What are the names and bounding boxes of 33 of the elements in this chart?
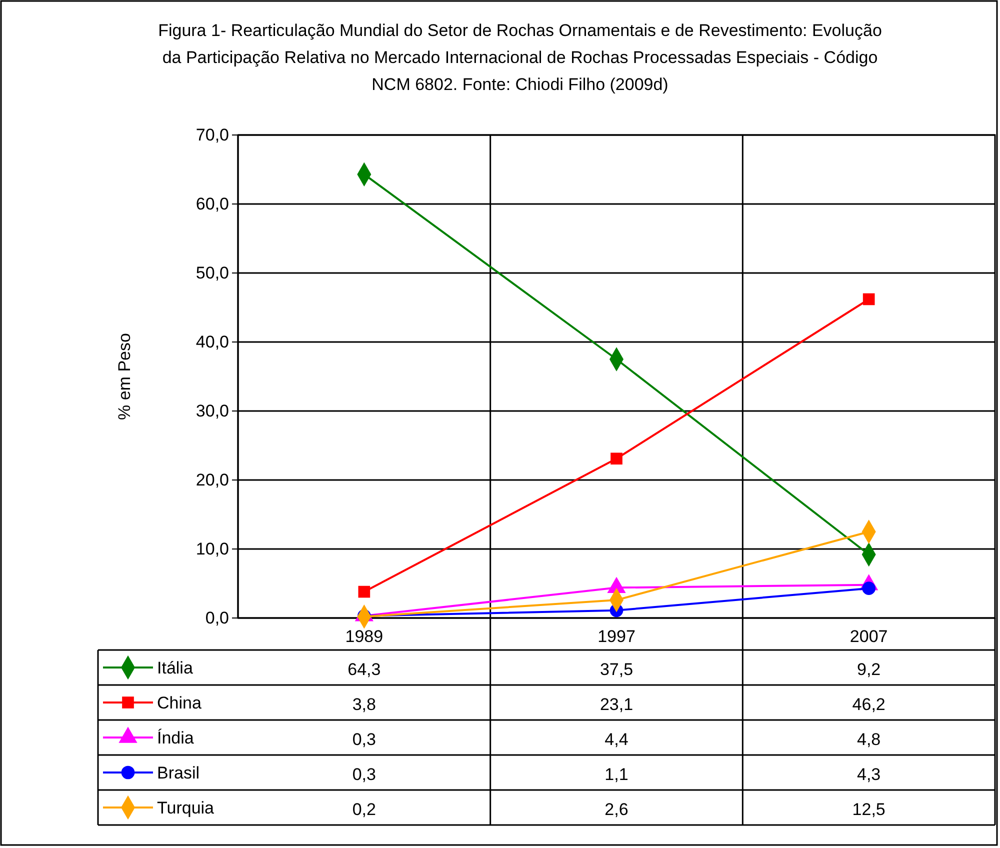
y-tick-label: 0,0	[205, 608, 229, 628]
chart-title: Figura 1- Rearticulação Mundial do Setor de Rochas Ornamentais e de Revestimento: Evolução da Participação Relativa no Mercado Internacional de Rochas Processadas Especiais - Código NCM 6802. Fonte: Chiodi Filho (2009d)	[158, 21, 882, 94]
data-label: 0,3	[352, 730, 376, 749]
legend-label: Itália	[157, 658, 194, 678]
data-label: 23,1	[600, 695, 634, 714]
data-label: 4,3	[857, 765, 881, 784]
x-tick-label: 1989	[345, 627, 384, 646]
data-label: 37,5	[600, 660, 634, 679]
y-axis-title: % em Peso	[115, 333, 134, 420]
data-label: 9,2	[857, 660, 881, 679]
legend-label: Turquia	[157, 798, 215, 818]
y-tick-label: 50,0	[196, 263, 229, 282]
legend-label: Índia	[157, 728, 194, 748]
x-tick-label: 1997	[598, 627, 636, 646]
data-label: 4,8	[857, 730, 881, 749]
data-label: 46,2	[852, 695, 886, 714]
data-label: 4,4	[604, 730, 628, 749]
y-tick-label: 60,0	[196, 194, 229, 214]
data-label: 64,3	[348, 660, 381, 679]
y-tick-label: 40,0	[196, 332, 229, 352]
y-tick-label: 30,0	[196, 401, 229, 420]
x-tick-label: 2007	[850, 627, 888, 646]
y-tick-label: 20,0	[196, 470, 229, 490]
data-label: 2,6	[604, 800, 628, 819]
data-label: 1,1	[604, 765, 628, 784]
data-label: 0,3	[352, 765, 376, 784]
legend-label: Brasil	[157, 764, 200, 782]
legend-label: China	[157, 694, 202, 712]
data-label: 3,8	[352, 695, 376, 714]
y-tick-label: 70,0	[196, 125, 229, 144]
y-tick-label: 10,0	[196, 539, 229, 558]
data-label: 12,5	[852, 800, 886, 819]
data-label: 0,2	[352, 800, 376, 819]
